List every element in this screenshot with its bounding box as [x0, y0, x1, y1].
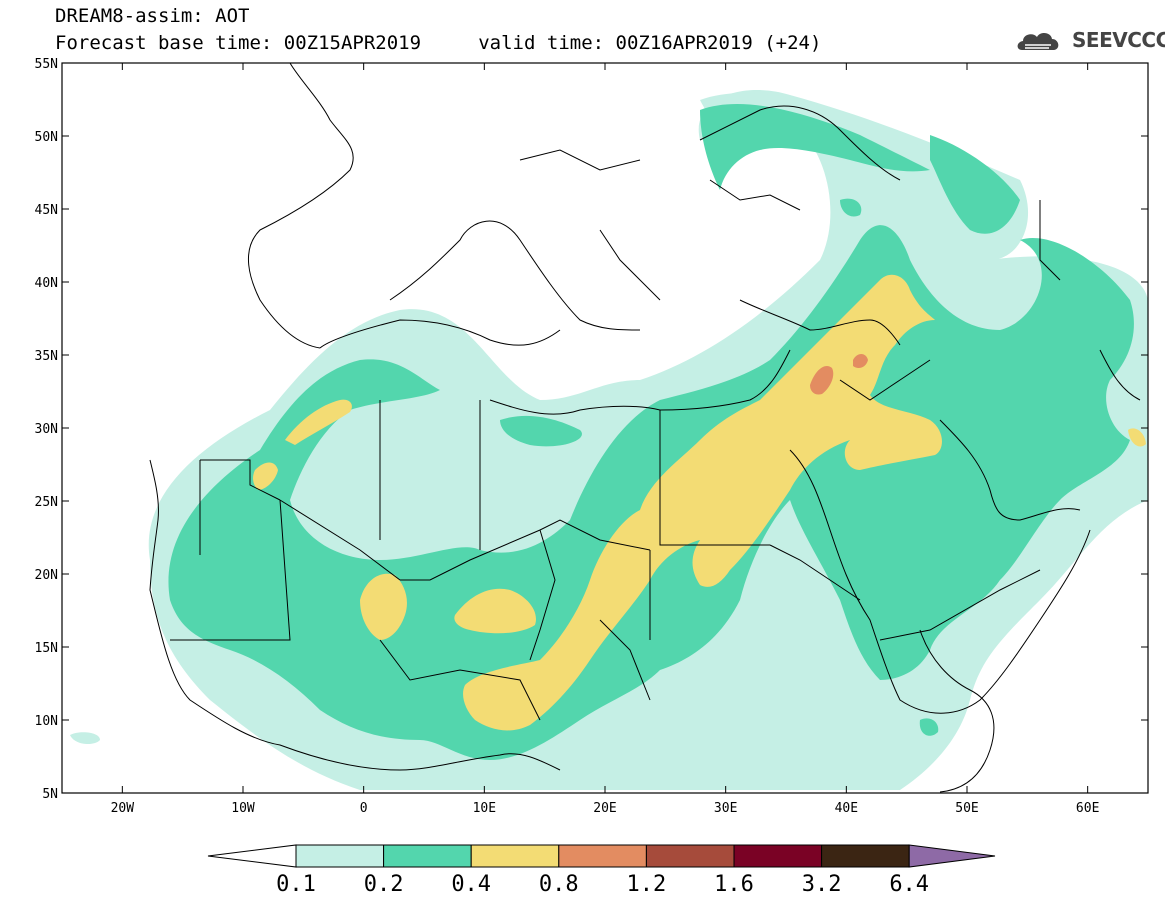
colorbar-box	[295, 844, 385, 868]
colorbar-label: 0.1	[276, 872, 316, 897]
coastlines-borders	[149, 63, 1141, 793]
lat-label: 20N	[35, 568, 58, 583]
colorbar-label: 6.4	[889, 872, 929, 897]
lat-label: 35N	[35, 349, 58, 364]
lon-label: 10E	[473, 801, 496, 816]
colorbar-label: 0.4	[451, 872, 491, 897]
lat-label: 15N	[35, 641, 58, 656]
colorbar-label: 3.2	[802, 872, 842, 897]
lon-label: 40E	[835, 801, 858, 816]
longitude-labels: 20W 10W 0 10E 20E 30E 40E 50E 60E	[111, 801, 1100, 816]
colorbar-label: 0.2	[364, 872, 404, 897]
lat-label: 55N	[35, 57, 58, 72]
lat-label: 40N	[35, 276, 58, 291]
lon-label: 0	[360, 801, 368, 816]
lon-label: 50E	[955, 801, 978, 816]
map-title: DREAM8-assim: AOT	[55, 5, 250, 27]
lon-label: 60E	[1076, 801, 1099, 816]
colorbar-label: 1.2	[627, 872, 667, 897]
colorbar-labels: 0.1 0.2 0.4 0.8 1.2 1.6 3.2 6.4	[276, 872, 929, 897]
colorbar-label: 0.8	[539, 872, 579, 897]
lat-label: 50N	[35, 130, 58, 145]
logo-text: SEEVCCC	[1072, 28, 1165, 52]
colorbar-box	[558, 844, 647, 868]
lat-label: 5N	[42, 787, 58, 802]
lat-label: 45N	[35, 203, 58, 218]
lon-label: 20E	[593, 801, 616, 816]
lon-label: 10W	[231, 801, 255, 816]
lat-label: 25N	[35, 495, 58, 510]
colorbar-box	[470, 844, 560, 868]
lon-label: 30E	[714, 801, 737, 816]
aot-field	[70, 90, 1148, 790]
lat-label: 30N	[35, 422, 58, 437]
lon-label: 20W	[111, 801, 135, 816]
lat-label: 10N	[35, 714, 58, 729]
cloud-logo-icon	[1017, 33, 1059, 50]
colorbar-box	[821, 844, 910, 868]
latitude-labels: 55N 50N 45N 40N 35N 30N 25N 20N 15N 10N 5N	[35, 57, 58, 802]
colorbar-box	[733, 844, 823, 868]
colorbar-right-arrow	[908, 844, 996, 868]
colorbar-boxes	[207, 844, 996, 868]
colorbar-box	[383, 844, 472, 868]
colorbar-box	[645, 844, 735, 868]
colorbar-label: 1.6	[714, 872, 754, 897]
colorbar-left-arrow	[207, 844, 297, 868]
forecast-time-line: Forecast base time: 00Z15APR2019 valid t…	[55, 32, 822, 54]
